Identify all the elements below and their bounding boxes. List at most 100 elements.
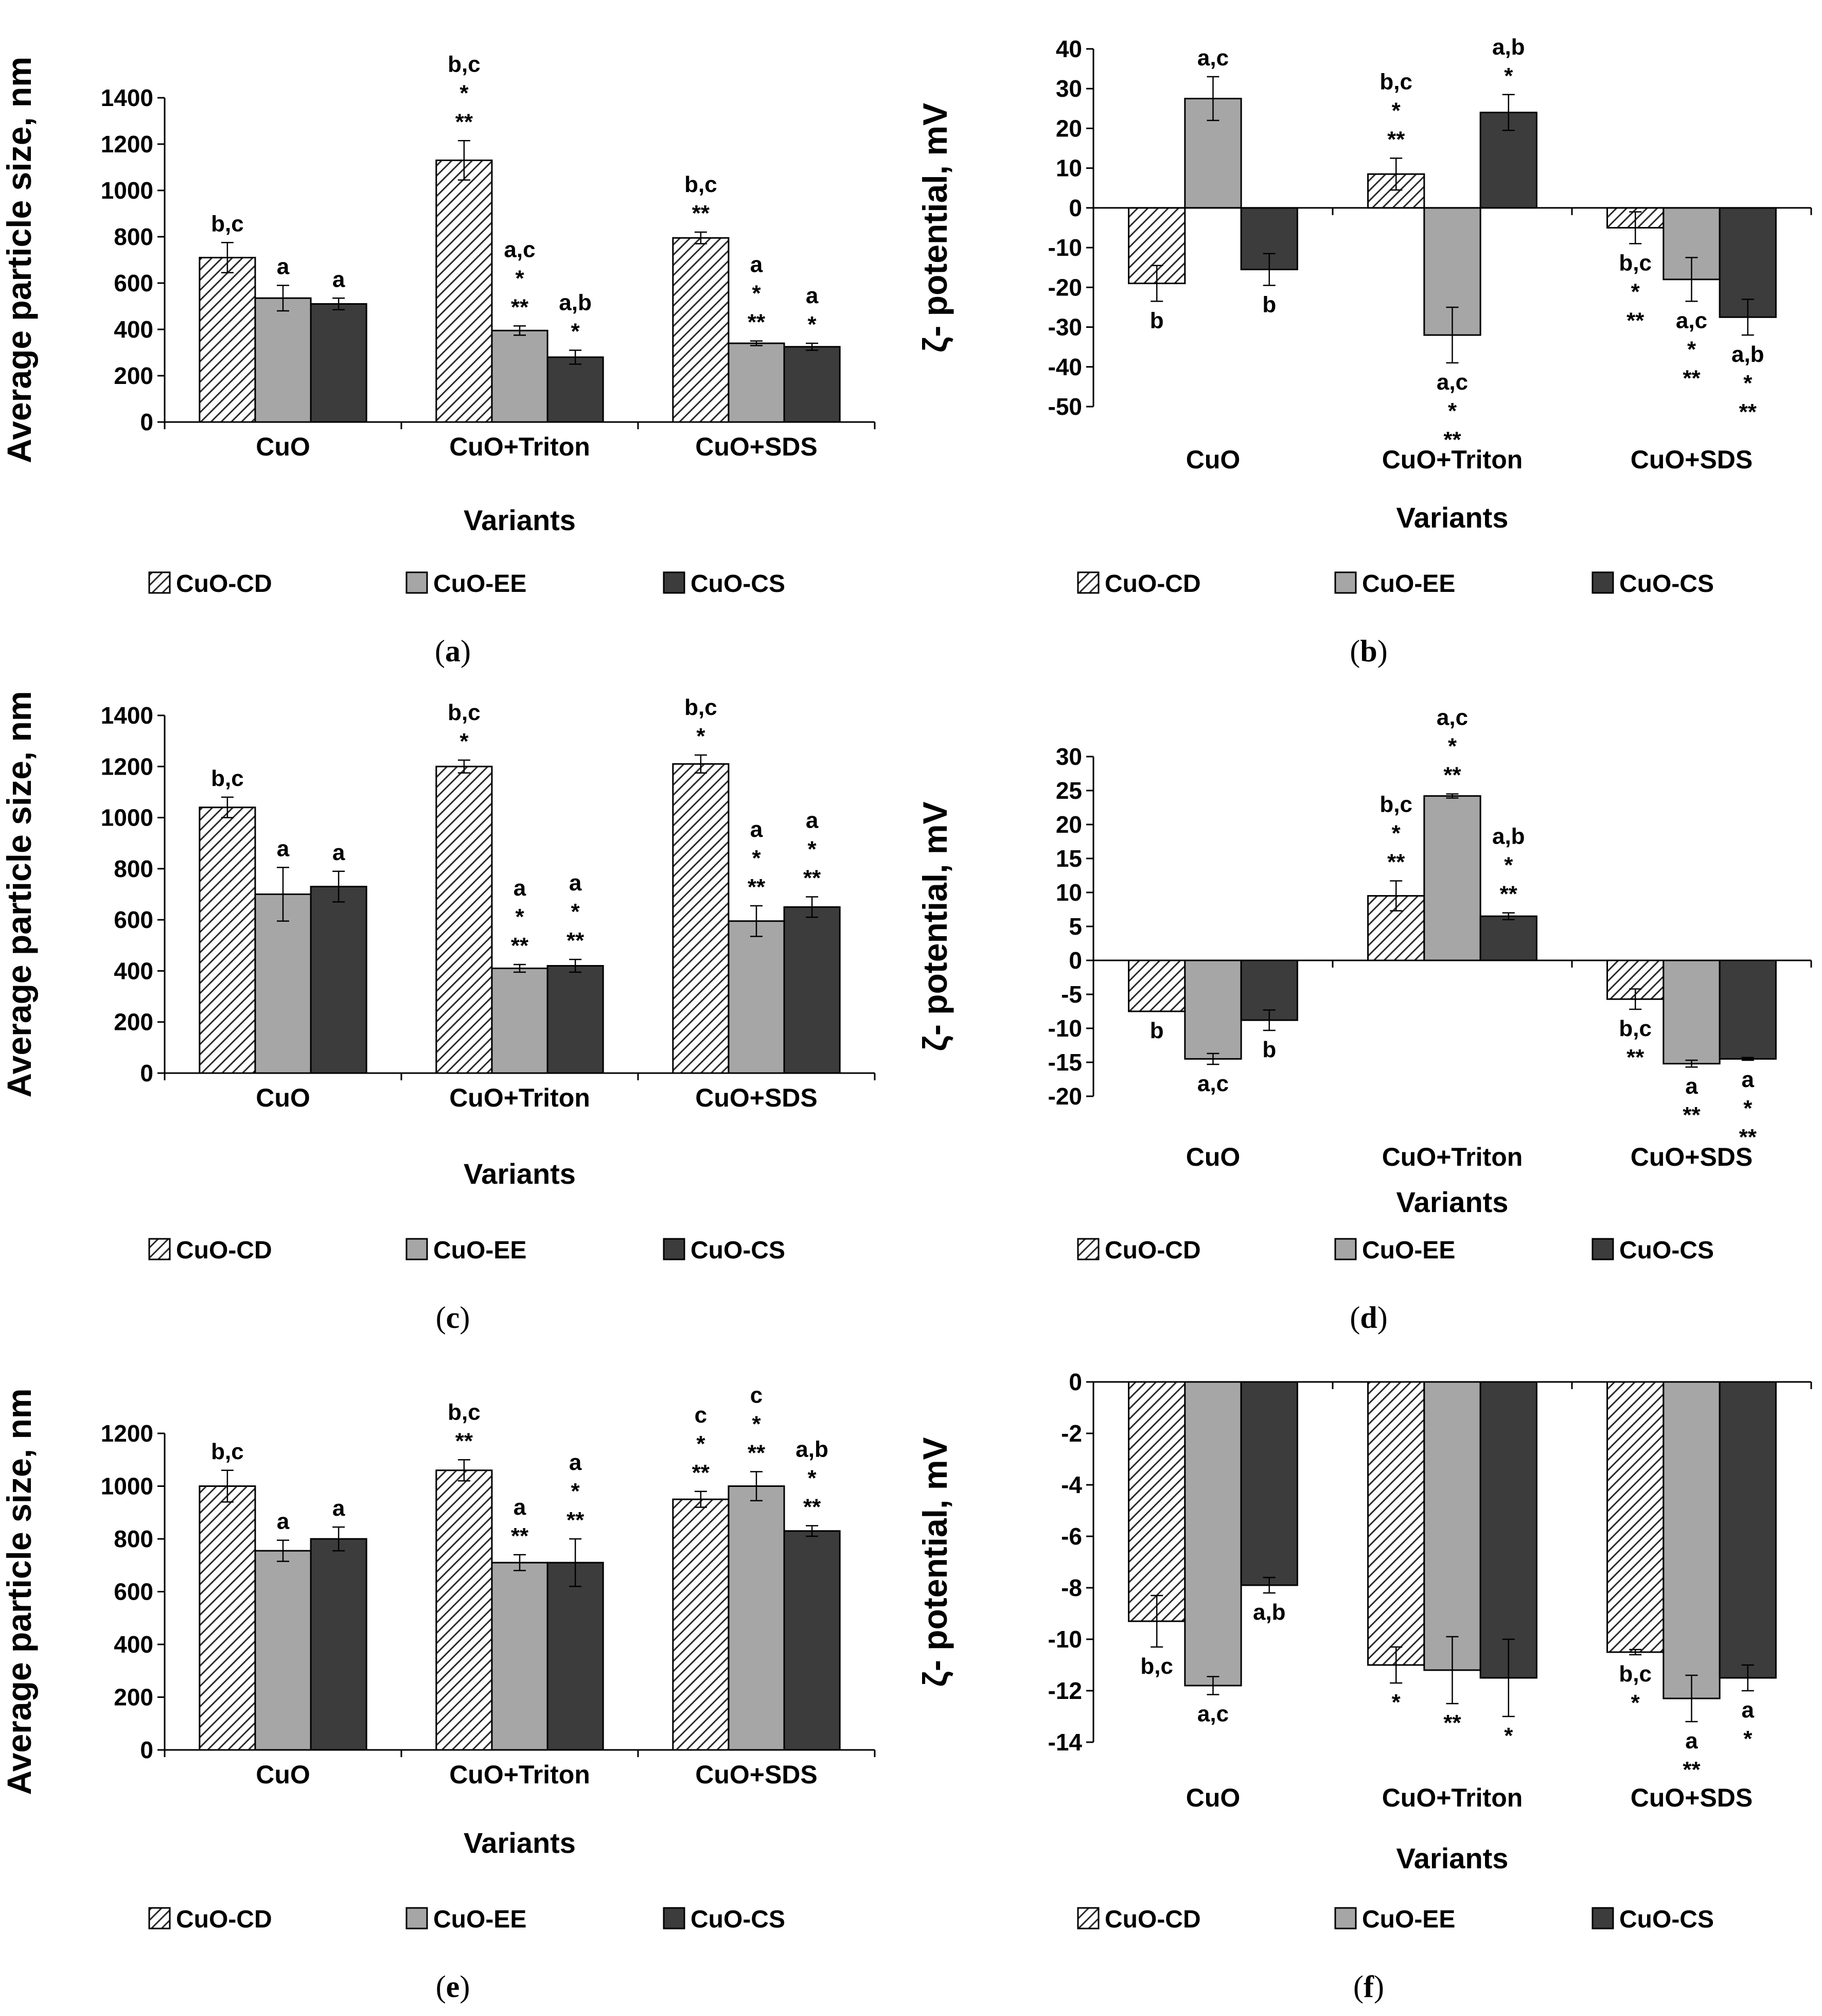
legend-label: CuO-CS [1619,1906,1714,1933]
significance-label: ** [455,1428,473,1453]
legend-swatch [663,571,685,594]
significance-label: ** [803,1494,821,1519]
significance-label: a [750,252,763,277]
y-tick-label: 0 [140,409,153,435]
category-label: CuO [1186,445,1241,474]
category-label: CuO+Triton [449,1760,590,1789]
x-axis-title: Variants [464,1827,576,1859]
y-tick-label: 200 [114,362,153,389]
significance-label: a,c [1437,705,1468,730]
y-tick-label: 400 [114,957,153,984]
significance-label: * [1448,734,1457,759]
chart-c: 0200400600800100012001400b,cb,c*b,c*aa**… [0,691,876,1335]
y-tick-label: 30 [1056,75,1082,102]
significance-label: b,c [1619,1661,1652,1687]
significance-label: b,c [1379,792,1412,817]
significance-label: * [1392,821,1401,846]
y-tick-label: 1200 [101,131,153,157]
significance-label: ** [511,1523,529,1549]
chart-a: 0200400600800100012001400b,cb,c***b,c**a… [0,51,876,668]
legend-swatch [148,571,171,594]
y-tick-label: -20 [1048,274,1082,301]
legend-label: CuO-EE [1362,570,1455,598]
significance-label: a [332,1496,345,1521]
chart-d: -20-15-10-5051015202530bb,c***b,c**a,ca,… [916,705,1812,1335]
y-axis-title: Average particle size, nm [0,1389,38,1795]
significance-label: * [571,1479,580,1504]
significance-label: * [1504,1723,1513,1748]
significance-label: * [515,904,524,930]
y-tick-label: 0 [1069,1369,1082,1395]
bar-cuo-ee [1662,1381,1721,1699]
bar-cuo-cd [1367,1381,1425,1666]
bar-cuo-cs [1719,1381,1777,1679]
bar-cuo-ee [1184,959,1242,1060]
category-label: CuO [256,1760,310,1789]
y-tick-label: 400 [114,316,153,343]
significance-label: b,c [448,51,481,77]
x-axis-title: Variants [1396,1842,1509,1874]
bar-cuo-cs [546,965,604,1074]
y-tick-label: 800 [114,1526,153,1552]
y-tick-label: -12 [1048,1677,1082,1704]
y-tick-label: 1400 [101,702,153,729]
y-axis-title: ζ- potential, mV [916,801,954,1051]
significance-label: a,c [1197,45,1229,71]
chart-e: 020040060080010001200b,cb,c**c***aa**c**… [0,1382,876,2004]
significance-label: a [332,840,345,865]
bar-cuo-ee [491,967,549,1074]
significance-label: a,b [1253,1600,1286,1625]
significance-label: * [1448,398,1457,424]
significance-label: a,b [795,1436,828,1462]
significance-label: * [1743,371,1753,396]
significance-label: * [696,724,705,749]
y-tick-label: -5 [1061,981,1082,1008]
significance-label: a [514,875,526,901]
bar-cuo-cd [199,807,256,1074]
legend-swatch [405,571,428,594]
significance-label: ** [455,109,473,134]
panel-label: (c) [436,1301,470,1335]
bar-cuo-cs [1479,915,1537,961]
bar-cuo-ee [1184,1381,1242,1687]
significance-label: * [1392,98,1401,123]
bar-cuo-ee [728,920,785,1074]
significance-label: * [752,846,761,871]
significance-label: * [696,1431,705,1457]
significance-label: ** [1626,1045,1644,1070]
significance-label: ** [748,874,766,900]
significance-label: a [277,1509,290,1534]
significance-label: ** [803,865,821,890]
significance-label: a [514,1495,526,1520]
significance-label: a [277,836,290,861]
legend-swatch [405,1907,428,1930]
category-label: CuO+SDS [1631,1143,1753,1171]
bar-cuo-cs [783,346,841,423]
legend-swatch [148,1238,171,1260]
legend-label: CuO-CS [1619,1237,1714,1264]
bar-cuo-ee [728,342,785,423]
y-tick-label: 600 [114,906,153,933]
significance-label: * [1743,1726,1753,1751]
legend-swatch [1077,571,1100,594]
bar-cuo-ee [1662,959,1721,1065]
significance-label: * [1687,337,1696,362]
bar-cuo-cd [199,257,256,423]
significance-label: ** [1683,365,1701,391]
significance-label: ** [1626,308,1644,333]
x-axis-title: Variants [1396,1186,1509,1218]
y-axis-title: Average particle size, nm [0,57,38,463]
significance-label: b [1262,292,1276,317]
y-tick-label: 600 [114,1579,153,1605]
bar-cuo-cs [1240,1381,1298,1586]
y-tick-label: 0 [140,1060,153,1086]
bar-cuo-ee [491,329,549,423]
category-label: CuO+Triton [1382,445,1523,474]
significance-label: b [1150,1018,1164,1043]
category-label: CuO [256,432,310,461]
y-tick-label: -40 [1048,354,1082,380]
y-tick-label: -20 [1048,1083,1082,1110]
legend-label: CuO-EE [1362,1906,1455,1933]
